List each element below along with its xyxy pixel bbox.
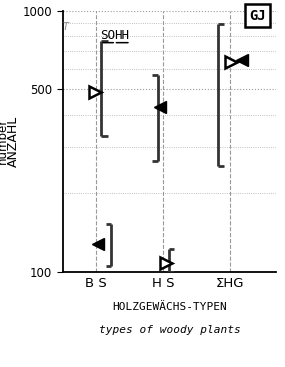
Text: types of woody plants: types of woody plants bbox=[99, 325, 241, 335]
Text: T: T bbox=[63, 22, 69, 32]
Y-axis label: ANZAHL: ANZAHL bbox=[7, 116, 20, 167]
Text: HOLZGEWÄCHS-TYPEN: HOLZGEWÄCHS-TYPEN bbox=[112, 302, 227, 312]
Text: HH: HH bbox=[114, 29, 129, 42]
Text: SO: SO bbox=[101, 29, 116, 42]
Text: number: number bbox=[0, 118, 9, 164]
Text: GJ: GJ bbox=[249, 9, 266, 23]
